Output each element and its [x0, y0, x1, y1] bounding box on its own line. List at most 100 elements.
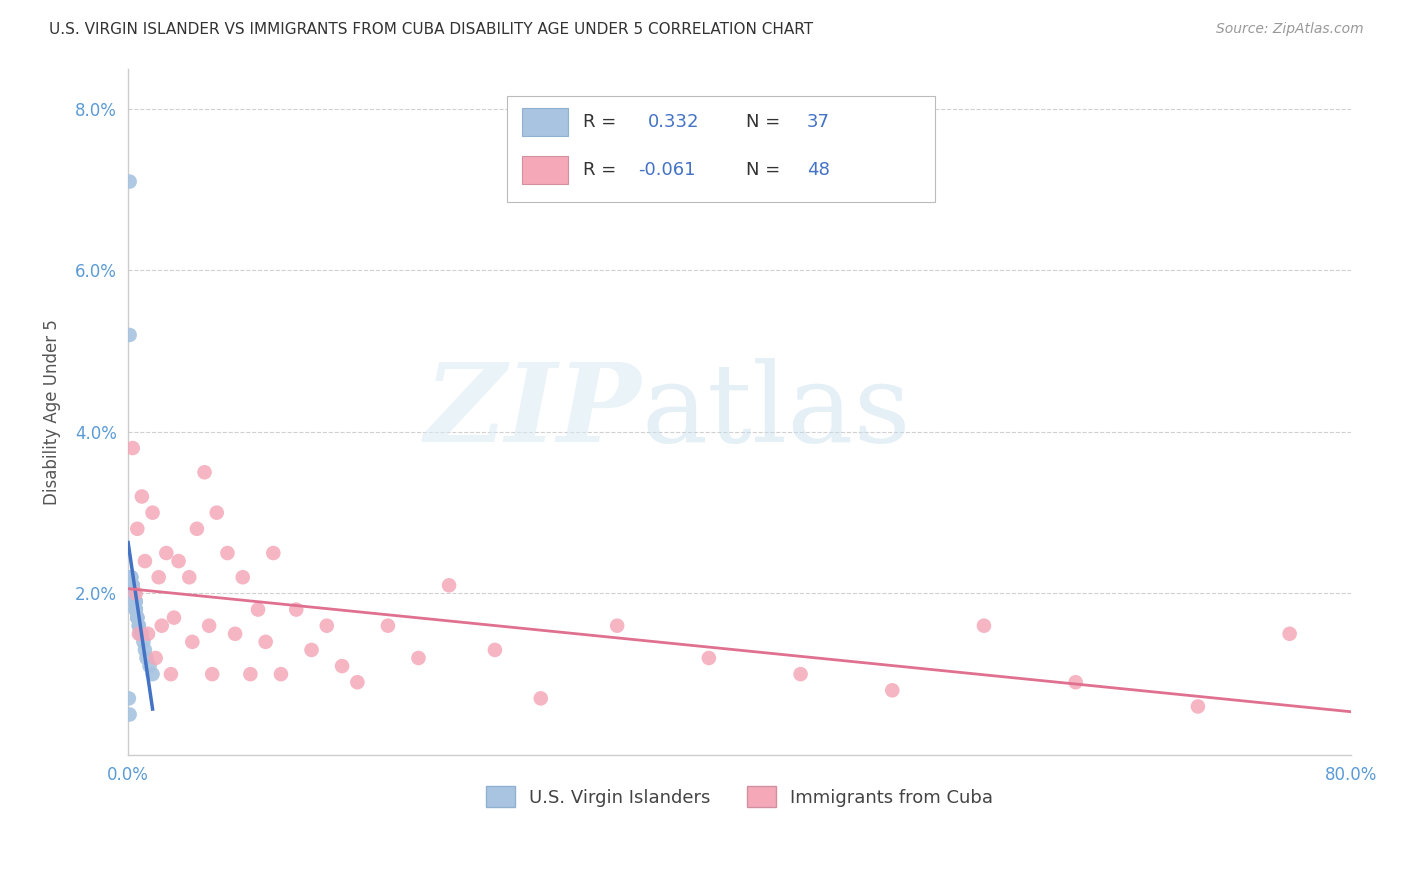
Point — [134, 643, 156, 657]
Text: U.S. VIRGIN ISLANDER VS IMMIGRANTS FROM CUBA DISABILITY AGE UNDER 5 CORRELATION : U.S. VIRGIN ISLANDER VS IMMIGRANTS FROM … — [49, 22, 813, 37]
Point — [145, 651, 167, 665]
Point — [606, 618, 628, 632]
Point — [697, 651, 720, 665]
Point — [125, 586, 148, 600]
Point — [127, 610, 149, 624]
Point — [118, 328, 141, 343]
Point — [205, 506, 228, 520]
Point — [129, 627, 152, 641]
Point — [138, 659, 160, 673]
Point — [121, 586, 143, 600]
Point — [179, 570, 201, 584]
Point — [186, 522, 208, 536]
Point — [1187, 699, 1209, 714]
Point — [128, 627, 150, 641]
Text: 0.332: 0.332 — [648, 113, 699, 131]
Point — [789, 667, 811, 681]
Point — [330, 659, 353, 673]
Point — [315, 618, 337, 632]
Text: 48: 48 — [807, 161, 830, 179]
Text: -0.061: -0.061 — [638, 161, 696, 179]
Y-axis label: Disability Age Under 5: Disability Age Under 5 — [44, 318, 60, 505]
Text: R =: R = — [583, 161, 621, 179]
Point — [437, 578, 460, 592]
Point — [121, 578, 143, 592]
Point — [122, 594, 145, 608]
Point — [131, 627, 153, 641]
Point — [127, 610, 149, 624]
Text: N =: N = — [745, 113, 786, 131]
Point — [142, 506, 165, 520]
Point — [122, 594, 145, 608]
Point — [408, 651, 430, 665]
Point — [118, 707, 141, 722]
Point — [125, 594, 148, 608]
Point — [131, 490, 153, 504]
Point — [150, 618, 173, 632]
Point — [301, 643, 323, 657]
Point — [377, 618, 399, 632]
Point — [125, 602, 148, 616]
Point — [121, 578, 143, 592]
Point — [122, 594, 145, 608]
Point — [121, 578, 143, 592]
Point — [121, 578, 143, 592]
Point — [346, 675, 368, 690]
Point — [247, 602, 270, 616]
Point — [217, 546, 239, 560]
Point — [122, 586, 145, 600]
Point — [127, 522, 149, 536]
Point — [484, 643, 506, 657]
Point — [134, 554, 156, 568]
Point — [125, 602, 148, 616]
Point — [136, 627, 159, 641]
Point — [262, 546, 284, 560]
Point — [125, 602, 148, 616]
Point — [232, 570, 254, 584]
Text: atlas: atlas — [641, 359, 911, 466]
Point — [224, 627, 246, 641]
Text: Source: ZipAtlas.com: Source: ZipAtlas.com — [1216, 22, 1364, 37]
Text: 37: 37 — [807, 113, 830, 131]
FancyBboxPatch shape — [522, 108, 568, 136]
Point — [120, 578, 142, 592]
Point — [118, 691, 141, 706]
Point — [125, 594, 148, 608]
Point — [148, 570, 170, 584]
Point — [122, 594, 145, 608]
Point — [198, 618, 221, 632]
Point — [882, 683, 904, 698]
Point — [160, 667, 183, 681]
Point — [120, 570, 142, 584]
Legend: U.S. Virgin Islanders, Immigrants from Cuba: U.S. Virgin Islanders, Immigrants from C… — [478, 780, 1000, 814]
Point — [125, 602, 148, 616]
Point — [127, 610, 149, 624]
Point — [121, 441, 143, 455]
Text: N =: N = — [745, 161, 786, 179]
Point — [120, 570, 142, 584]
Point — [181, 635, 204, 649]
Point — [193, 465, 215, 479]
FancyBboxPatch shape — [522, 156, 568, 184]
Text: R =: R = — [583, 113, 621, 131]
Point — [285, 602, 308, 616]
Point — [155, 546, 177, 560]
Point — [163, 610, 186, 624]
Point — [530, 691, 553, 706]
Point — [1064, 675, 1087, 690]
Text: ZIP: ZIP — [425, 358, 641, 466]
Point — [142, 667, 165, 681]
Point — [270, 667, 292, 681]
Point — [1278, 627, 1301, 641]
Point — [132, 635, 155, 649]
Point — [167, 554, 190, 568]
Point — [122, 586, 145, 600]
Point — [254, 635, 277, 649]
Point — [120, 570, 142, 584]
Point — [201, 667, 224, 681]
Point — [118, 175, 141, 189]
Point — [128, 618, 150, 632]
Point — [135, 651, 157, 665]
Point — [128, 618, 150, 632]
FancyBboxPatch shape — [508, 96, 935, 202]
